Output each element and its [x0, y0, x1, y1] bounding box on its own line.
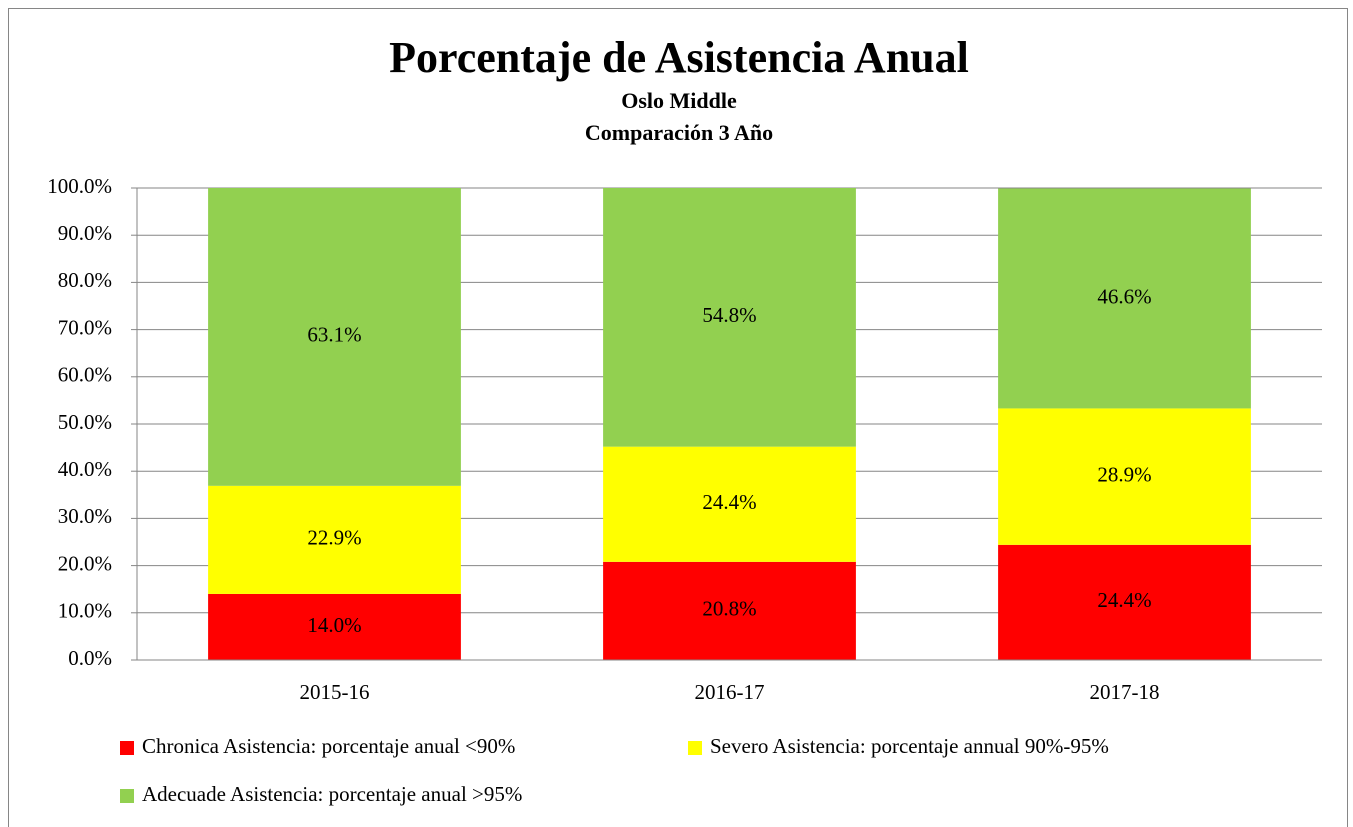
chart-subtitle: Oslo Middle	[621, 88, 737, 113]
bar-segment	[208, 485, 461, 594]
data-label: 20.8%	[702, 597, 756, 621]
y-tick-label: 50.0%	[58, 410, 112, 434]
legend-swatch	[688, 741, 702, 755]
x-tick-label: 2015-16	[300, 680, 370, 704]
data-label: 46.6%	[1097, 284, 1151, 308]
legend-label: Chronica Asistencia: porcentaje anual <9…	[142, 734, 515, 758]
y-tick-label: 100.0%	[47, 174, 112, 198]
bar-segment	[208, 593, 461, 660]
y-tick-label: 40.0%	[58, 457, 112, 481]
bar-segment	[208, 188, 461, 486]
x-tick-label: 2017-18	[1090, 680, 1160, 704]
bar-segment	[603, 188, 856, 447]
y-tick-label: 0.0%	[68, 646, 112, 670]
y-tick-label: 70.0%	[58, 315, 112, 339]
bar-segment	[603, 446, 856, 562]
y-tick-label: 60.0%	[58, 363, 112, 387]
data-label: 63.1%	[307, 323, 361, 347]
y-tick-label: 30.0%	[58, 504, 112, 528]
data-label: 28.9%	[1097, 462, 1151, 486]
y-tick-label: 90.0%	[58, 221, 112, 245]
legend-label: Adecuade Asistencia: porcentaje anual >9…	[142, 782, 522, 806]
legend-swatch	[120, 741, 134, 755]
y-tick-label: 80.0%	[58, 268, 112, 292]
y-tick-label: 10.0%	[58, 599, 112, 623]
bar-segment	[998, 408, 1251, 545]
bar-segment	[603, 561, 856, 660]
data-label: 14.0%	[307, 613, 361, 637]
data-label: 24.4%	[1097, 588, 1151, 612]
legend-label: Severo Asistencia: porcentaje annual 90%…	[710, 734, 1109, 758]
legend-swatch	[120, 789, 134, 803]
data-label: 22.9%	[307, 526, 361, 550]
bar-segment	[998, 188, 1251, 409]
x-tick-label: 2016-17	[695, 680, 765, 704]
y-tick-label: 20.0%	[58, 551, 112, 575]
chart-subtitle: Comparación 3 Año	[585, 120, 773, 145]
chart-title: Porcentaje de Asistencia Anual	[389, 33, 969, 82]
data-label: 54.8%	[702, 303, 756, 327]
bar-segment	[998, 544, 1251, 660]
data-label: 24.4%	[702, 490, 756, 514]
